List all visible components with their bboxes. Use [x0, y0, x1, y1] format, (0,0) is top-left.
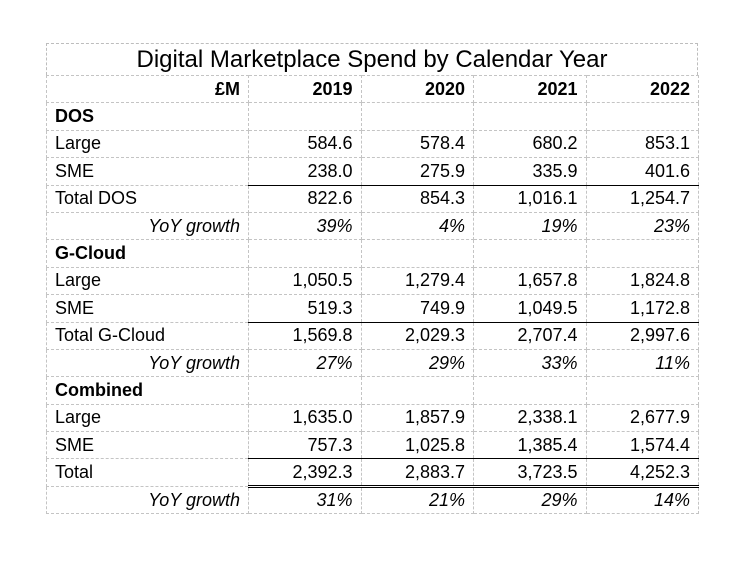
table-title: Digital Marketplace Spend by Calendar Ye… [46, 43, 698, 75]
growth-cell: 31% [248, 485, 362, 515]
row-label: YoY growth [46, 348, 249, 378]
row-label: SME [46, 431, 249, 460]
value-cell: 822.6 [248, 184, 362, 213]
section-row: DOS [46, 102, 699, 131]
section-heading: G-Cloud [46, 239, 249, 268]
growth-cell: 11% [585, 348, 699, 378]
value-cell: 578.4 [360, 129, 474, 159]
total-row: Total DOS 822.6 854.3 1,016.1 1,254.7 [46, 184, 699, 213]
section-row: G-Cloud [46, 239, 699, 268]
value-cell: 238.0 [248, 157, 362, 186]
row-label: Total [46, 458, 249, 487]
value-cell: 1,657.8 [473, 266, 587, 296]
growth-cell: 19% [473, 211, 587, 241]
empty-cell [360, 376, 474, 405]
section-heading: DOS [46, 102, 249, 131]
column-header: 2020 [360, 74, 474, 104]
data-row: SME 757.3 1,025.8 1,385.4 1,574.4 [46, 431, 699, 460]
value-cell: 2,392.3 [248, 458, 362, 488]
value-cell: 757.3 [248, 431, 362, 460]
row-label: SME [46, 294, 249, 323]
unit-label: £M [46, 74, 249, 104]
spend-table-sheet: Digital Marketplace Spend by Calendar Ye… [46, 43, 699, 515]
value-cell: 3,723.5 [473, 458, 587, 488]
empty-cell [473, 102, 587, 131]
growth-cell: 33% [473, 348, 587, 378]
data-row: Large 584.6 578.4 680.2 853.1 [46, 129, 699, 159]
empty-cell [473, 239, 587, 268]
value-cell: 2,029.3 [360, 321, 474, 350]
value-cell: 749.9 [360, 294, 474, 323]
row-label: Large [46, 403, 249, 433]
row-label: Total G-Cloud [46, 321, 249, 350]
value-cell: 519.3 [248, 294, 362, 323]
value-cell: 1,569.8 [248, 321, 362, 350]
value-cell: 853.1 [585, 129, 699, 159]
growth-cell: 23% [585, 211, 699, 241]
growth-cell: 21% [360, 485, 474, 515]
value-cell: 401.6 [585, 157, 699, 186]
empty-cell [248, 239, 362, 268]
value-cell: 1,172.8 [585, 294, 699, 323]
value-cell: 1,050.5 [248, 266, 362, 296]
value-cell: 2,677.9 [585, 403, 699, 433]
value-cell: 2,883.7 [360, 458, 474, 488]
data-row: SME 238.0 275.9 335.9 401.6 [46, 157, 699, 186]
value-cell: 854.3 [360, 184, 474, 213]
value-cell: 1,857.9 [360, 403, 474, 433]
value-cell: 2,997.6 [585, 321, 699, 350]
data-row: Large 1,050.5 1,279.4 1,657.8 1,824.8 [46, 266, 699, 296]
data-row: SME 519.3 749.9 1,049.5 1,172.8 [46, 294, 699, 323]
value-cell: 4,252.3 [585, 458, 699, 488]
value-cell: 1,574.4 [585, 431, 699, 460]
column-header: 2022 [585, 74, 699, 104]
empty-cell [248, 102, 362, 131]
growth-cell: 27% [248, 348, 362, 378]
empty-cell [360, 102, 474, 131]
row-label: YoY growth [46, 485, 249, 515]
empty-cell [360, 239, 474, 268]
value-cell: 1,385.4 [473, 431, 587, 460]
value-cell: 335.9 [473, 157, 587, 186]
value-cell: 2,338.1 [473, 403, 587, 433]
value-cell: 1,016.1 [473, 184, 587, 213]
value-cell: 1,025.8 [360, 431, 474, 460]
empty-cell [248, 376, 362, 405]
grand-row: Total 2,392.3 2,883.7 3,723.5 4,252.3 [46, 458, 699, 488]
growth-row: YoY growth 31% 21% 29% 14% [46, 485, 699, 515]
row-label: Large [46, 266, 249, 296]
section-heading: Combined [46, 376, 249, 405]
row-label: Total DOS [46, 184, 249, 213]
data-row: Large 1,635.0 1,857.9 2,338.1 2,677.9 [46, 403, 699, 433]
growth-cell: 4% [360, 211, 474, 241]
value-cell: 2,707.4 [473, 321, 587, 350]
spend-table: £M 2019 2020 2021 2022 DOS Large 584.6 578.… [46, 74, 699, 515]
column-header: 2021 [473, 74, 587, 104]
value-cell: 275.9 [360, 157, 474, 186]
total-row: Total G-Cloud 1,569.8 2,029.3 2,707.4 2,997.… [46, 321, 699, 350]
value-cell: 1,824.8 [585, 266, 699, 296]
growth-row: YoY growth 39% 4% 19% 23% [46, 211, 699, 241]
growth-row: YoY growth 27% 29% 33% 11% [46, 348, 699, 378]
value-cell: 1,279.4 [360, 266, 474, 296]
growth-cell: 29% [360, 348, 474, 378]
row-label: SME [46, 157, 249, 186]
value-cell: 1,254.7 [585, 184, 699, 213]
empty-cell [585, 102, 699, 131]
empty-cell [585, 239, 699, 268]
row-label: YoY growth [46, 211, 249, 241]
value-cell: 584.6 [248, 129, 362, 159]
growth-cell: 29% [473, 485, 587, 515]
value-cell: 1,635.0 [248, 403, 362, 433]
header-row: £M 2019 2020 2021 2022 [46, 74, 699, 104]
empty-cell [473, 376, 587, 405]
column-header: 2019 [248, 74, 362, 104]
growth-cell: 14% [585, 485, 699, 515]
growth-cell: 39% [248, 211, 362, 241]
row-label: Large [46, 129, 249, 159]
empty-cell [585, 376, 699, 405]
section-row: Combined [46, 376, 699, 405]
value-cell: 1,049.5 [473, 294, 587, 323]
value-cell: 680.2 [473, 129, 587, 159]
